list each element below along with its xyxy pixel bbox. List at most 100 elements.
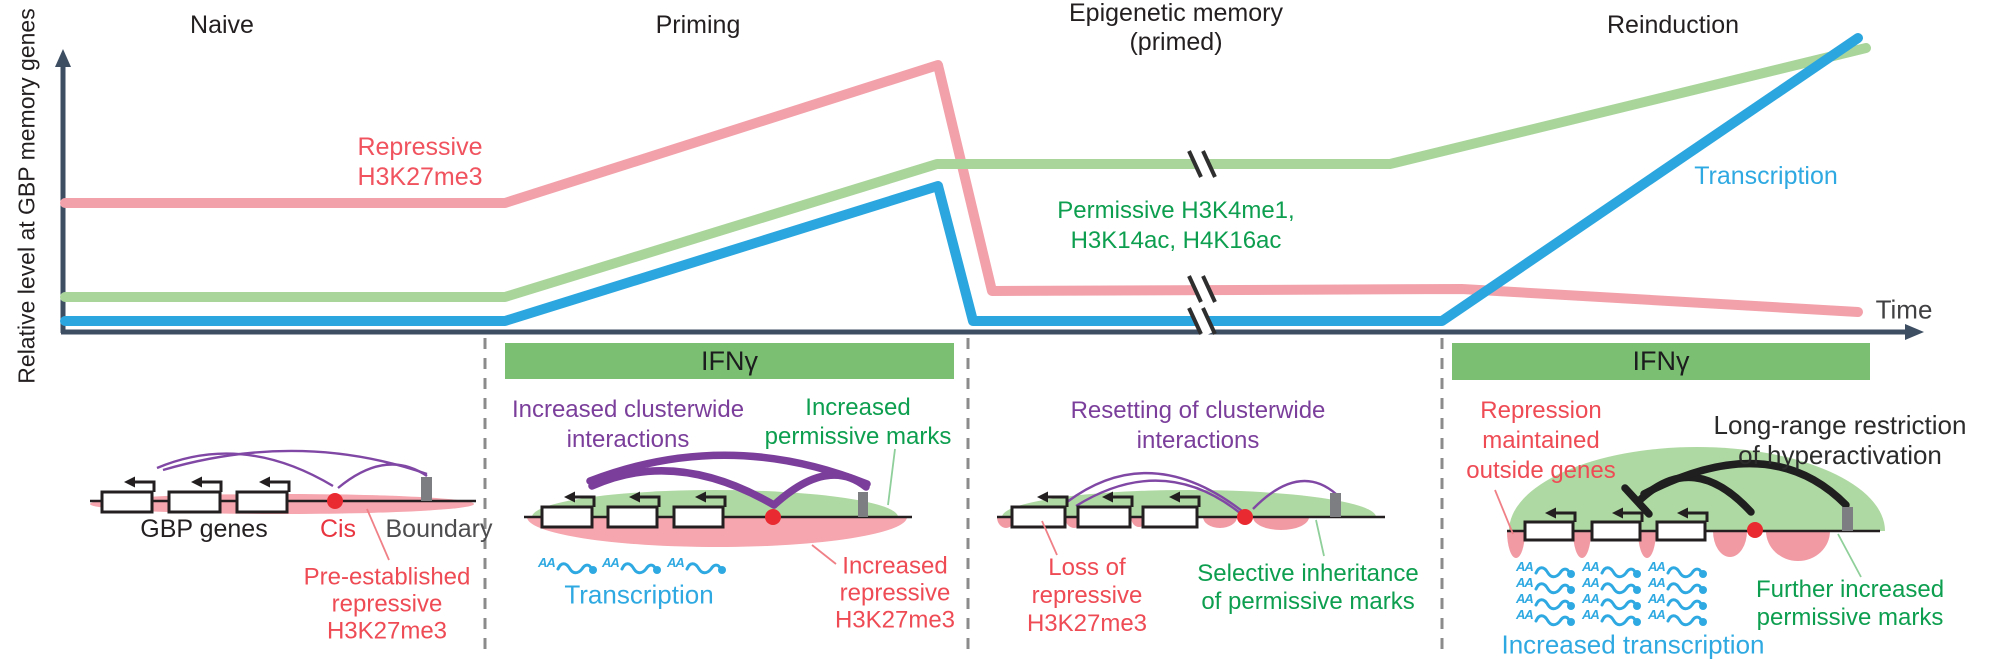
gene-arrow-icons: [124, 476, 291, 492]
gene-box: [1590, 520, 1642, 542]
gbp-gene-boxes: [540, 505, 725, 529]
phase-title-memory: Epigenetic memory (primed): [1069, 0, 1283, 57]
pointer-line-green: [1315, 519, 1325, 557]
note-pre-established-repressive: Pre-established repressive H3K27me3: [304, 564, 471, 645]
note-increased-permissive-marks: Increased permissive marks: [765, 393, 952, 451]
phase-title-reinduction: Reinduction: [1606, 11, 1740, 39]
note-line: Further increased: [1755, 576, 1945, 603]
gene-box: [1076, 505, 1132, 529]
pointer-line-red: [1494, 489, 1514, 535]
phase-title-naive: Naive: [190, 11, 254, 39]
note-line: of hyperactivation: [1738, 440, 1942, 470]
mrna-aa-label: AA: [1516, 607, 1534, 622]
priming-locus-diagram: [524, 448, 912, 565]
inhibition-tbar-icon: [1621, 484, 1653, 518]
note-line: permissive marks: [764, 423, 952, 450]
curve-break-marks: [1187, 147, 1217, 338]
gene-box: [606, 505, 659, 529]
note-line: repressive: [331, 590, 443, 618]
curve-label-permissive-line2: H3K14ac, H4K16ac: [1070, 227, 1282, 254]
naive-locus-diagram: [90, 449, 476, 561]
mrna-transcript-icon: AA: [1648, 592, 1708, 614]
note-line: permissive marks: [1756, 604, 1944, 631]
cis-label: Cis: [319, 515, 357, 543]
boundary-element: [858, 492, 868, 517]
mrna-transcript-icon: AA: [1516, 592, 1576, 614]
mrna-aa-label: AA: [1648, 575, 1666, 590]
mrna-aa-label: AA: [1516, 575, 1534, 590]
note-line: interactions: [566, 426, 690, 453]
note-line: Repression: [1480, 397, 1602, 424]
repressive-bumps-outside-genes: [1507, 531, 1830, 561]
mrna-aa-label: AA: [538, 555, 556, 570]
gene-arrow-icons: [564, 491, 727, 507]
mrna-aa-label: AA: [667, 555, 685, 570]
y-axis-label-line1: Relative level at: [13, 221, 40, 384]
mrna-aa-label: AA: [1582, 559, 1600, 574]
pointer-line: [366, 508, 390, 561]
mrna-transcript-icon: AA: [1582, 560, 1642, 582]
note-line: Increased clusterwide: [511, 396, 745, 423]
mrna-transcript-icon: AA: [538, 556, 598, 578]
transcription-curve: [60, 33, 1863, 326]
y-axis-arrow-icon: [55, 49, 71, 67]
gene-box: [1655, 520, 1707, 542]
memory-locus-diagram: [997, 471, 1385, 557]
note-line: repressive: [1031, 582, 1143, 609]
y-axis-label-line2: GBP memory genes: [13, 8, 40, 215]
permissive-marks-curve: [60, 43, 1871, 302]
note-further-increased-permissive: Further increased permissive marks: [1756, 576, 1944, 632]
note-line: H3K27me3: [326, 617, 448, 645]
mrna-transcript-icon: AA: [1516, 560, 1576, 582]
transcription-label-priming: Transcription: [564, 579, 714, 610]
x-axis-arrow-icon: [1905, 324, 1924, 340]
note-line: H3K27me3: [1026, 610, 1148, 637]
curve-label-repressive-line1: Repressive: [357, 133, 483, 161]
ifn-gamma-label: IFNγ: [1632, 346, 1690, 376]
cis-element-dot: [1747, 522, 1763, 538]
note-line: Pre-established: [303, 563, 471, 591]
mrna-aa-label: AA: [602, 555, 620, 570]
mrna-transcript-icon: AA: [1516, 608, 1576, 630]
pointer-line-green: [887, 448, 896, 506]
boundary-element: [1330, 493, 1341, 517]
mrna-transcript-icon: AA: [1582, 608, 1642, 630]
cis-element-dot: [765, 509, 781, 525]
phase-separators: [483, 338, 1444, 652]
mrna-aa-label: AA: [1516, 559, 1534, 574]
note-line: Increased: [805, 394, 911, 421]
pointer-line-red: [811, 544, 837, 565]
interaction-arcs: [1066, 471, 1337, 514]
cis-element-dot: [327, 493, 343, 509]
y-axis-label: Relative level at GBP memory genes: [14, 8, 41, 383]
interaction-arcs: [156, 449, 428, 489]
note-loss-of-repressive: Loss of repressive H3K27me3: [1027, 554, 1147, 638]
gbp-genes-label: GBP genes: [140, 515, 268, 543]
mrna-aa-label: AA: [1648, 591, 1666, 606]
phase-title-memory-line2: (primed): [1129, 28, 1223, 56]
gene-box: [1010, 505, 1067, 529]
gene-box: [167, 490, 222, 514]
pointer-line-green: [1837, 533, 1862, 578]
boundary-element: [1842, 507, 1853, 531]
reinduction-locus-diagram: [1494, 447, 1885, 578]
mrna-aa-label: AA: [1582, 607, 1600, 622]
mrna-transcript-icon: AA: [1516, 576, 1576, 598]
cis-element-dot: [1237, 509, 1253, 525]
mrna-aa-label: AA: [1582, 591, 1600, 606]
gbp-gene-boxes: [100, 490, 289, 514]
x-axis-label: Time: [1875, 294, 1933, 325]
note-line: Loss of: [1048, 554, 1126, 581]
curve-label-permissive-line1: Permissive H3K4me1,: [1057, 197, 1295, 224]
note-line: Long-range restriction: [1713, 410, 1967, 440]
gene-box: [1141, 505, 1199, 529]
interaction-arcs-thick: [586, 451, 871, 509]
note-increased-clusterwide-interactions: Increased clusterwide interactions: [512, 395, 744, 455]
mrna-transcript-icon: AA: [1582, 592, 1642, 614]
curve-label-repressive-line2: H3K27me3: [357, 163, 483, 191]
gene-box: [100, 490, 154, 514]
mrna-aa-label: AA: [1648, 607, 1666, 622]
gene-arrow-icons: [1545, 507, 1709, 522]
curve-label-permissive: Permissive H3K4me1, H3K14ac, H4K16ac: [1057, 196, 1294, 256]
